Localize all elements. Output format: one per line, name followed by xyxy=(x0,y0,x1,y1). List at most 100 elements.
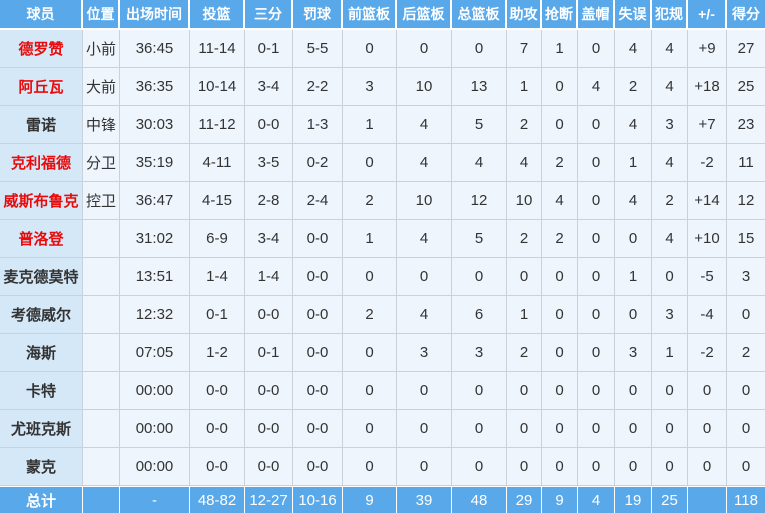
stat-cell-pts: 12 xyxy=(727,182,765,220)
stat-cell-blk: 0 xyxy=(578,220,615,258)
stat-cell-oreb: 1 xyxy=(343,106,397,144)
stat-cell-pf: 0 xyxy=(652,372,688,410)
stat-cell-tov: 0 xyxy=(615,410,652,448)
stat-cell-tov: 0 xyxy=(615,220,652,258)
stat-cell-pf: 4 xyxy=(652,220,688,258)
stat-cell-position xyxy=(83,296,120,334)
stat-cell-minutes: 31:02 xyxy=(120,220,190,258)
player-row: 海斯 07:05 1-2 0-1 0-0 0 3 3 2 0 0 3 1 -2 2 xyxy=(0,334,765,372)
total-cell-ft: 10-16 xyxy=(293,486,343,513)
stat-cell-ast: 0 xyxy=(507,258,542,296)
stat-cell-fg: 1-2 xyxy=(190,334,245,372)
player-name-cell: 蒙克 xyxy=(0,448,83,486)
stat-cell-pts: 23 xyxy=(727,106,765,144)
column-header-blk: 盖帽 xyxy=(578,0,615,30)
total-cell-minutes: - xyxy=(120,486,190,513)
stat-cell-pts: 2 xyxy=(727,334,765,372)
stat-cell-stl: 2 xyxy=(542,220,578,258)
stat-cell-dreb: 0 xyxy=(397,372,452,410)
column-header-fg: 投篮 xyxy=(190,0,245,30)
stat-cell-position xyxy=(83,334,120,372)
stat-cell-ast: 2 xyxy=(507,334,542,372)
column-header-pf: 犯规 xyxy=(652,0,688,30)
stat-cell-pm: 0 xyxy=(688,372,727,410)
stat-cell-ast: 0 xyxy=(507,372,542,410)
stat-cell-treb: 0 xyxy=(452,448,507,486)
stat-cell-tov: 1 xyxy=(615,258,652,296)
player-row: 麦克德莫特 13:51 1-4 1-4 0-0 0 0 0 0 0 0 1 0 -5 3 xyxy=(0,258,765,296)
column-header-ast: 助攻 xyxy=(507,0,542,30)
stat-cell-blk: 4 xyxy=(578,68,615,106)
stat-cell-treb: 3 xyxy=(452,334,507,372)
stat-cell-pts: 0 xyxy=(727,372,765,410)
stat-cell-stl: 1 xyxy=(542,30,578,68)
stat-cell-three: 0-1 xyxy=(245,334,293,372)
stat-cell-ft: 0-0 xyxy=(293,258,343,296)
player-name-cell: 德罗赞 xyxy=(0,30,83,68)
total-cell-stl: 9 xyxy=(542,486,578,513)
stat-cell-ft: 2-4 xyxy=(293,182,343,220)
stat-cell-dreb: 0 xyxy=(397,258,452,296)
stat-cell-stl: 0 xyxy=(542,334,578,372)
stat-cell-fg: 11-14 xyxy=(190,30,245,68)
stat-cell-treb: 0 xyxy=(452,258,507,296)
stat-cell-pf: 0 xyxy=(652,410,688,448)
total-cell-dreb: 39 xyxy=(397,486,452,513)
stat-cell-ast: 1 xyxy=(507,68,542,106)
stat-cell-blk: 0 xyxy=(578,30,615,68)
column-header-minutes: 出场时间 xyxy=(120,0,190,30)
stat-cell-ast: 7 xyxy=(507,30,542,68)
stat-cell-three: 0-0 xyxy=(245,296,293,334)
column-header-ft: 罚球 xyxy=(293,0,343,30)
stat-cell-ast: 10 xyxy=(507,182,542,220)
player-row: 威斯布鲁克 控卫 36:47 4-15 2-8 2-4 2 10 12 10 4 0 4 2 +14 12 xyxy=(0,182,765,220)
stat-cell-treb: 5 xyxy=(452,106,507,144)
stat-cell-oreb: 0 xyxy=(343,448,397,486)
stat-cell-stl: 0 xyxy=(542,68,578,106)
player-name-cell: 考德威尔 xyxy=(0,296,83,334)
stat-cell-pm: +9 xyxy=(688,30,727,68)
total-cell-fg: 48-82 xyxy=(190,486,245,513)
stat-cell-minutes: 13:51 xyxy=(120,258,190,296)
player-row: 克利福德 分卫 35:19 4-11 3-5 0-2 0 4 4 4 2 0 1 4 -2 11 xyxy=(0,144,765,182)
stat-cell-stl: 4 xyxy=(542,182,578,220)
stat-cell-position: 大前 xyxy=(83,68,120,106)
stat-cell-minutes: 36:35 xyxy=(120,68,190,106)
stat-cell-pts: 15 xyxy=(727,220,765,258)
stat-cell-tov: 0 xyxy=(615,372,652,410)
stat-cell-three: 1-4 xyxy=(245,258,293,296)
stat-cell-three: 3-4 xyxy=(245,220,293,258)
stat-cell-dreb: 3 xyxy=(397,334,452,372)
stat-cell-pm: -2 xyxy=(688,334,727,372)
stat-cell-three: 0-0 xyxy=(245,372,293,410)
total-cell-tov: 19 xyxy=(615,486,652,513)
player-row: 普洛登 31:02 6-9 3-4 0-0 1 4 5 2 2 0 0 4 +10 15 xyxy=(0,220,765,258)
stat-cell-pf: 4 xyxy=(652,68,688,106)
stat-cell-oreb: 2 xyxy=(343,296,397,334)
stat-cell-dreb: 4 xyxy=(397,144,452,182)
stat-cell-oreb: 1 xyxy=(343,220,397,258)
column-header-player: 球员 xyxy=(0,0,83,30)
stat-cell-stl: 0 xyxy=(542,258,578,296)
stat-cell-pts: 27 xyxy=(727,30,765,68)
stat-cell-treb: 5 xyxy=(452,220,507,258)
column-header-tov: 失误 xyxy=(615,0,652,30)
stat-cell-pf: 4 xyxy=(652,30,688,68)
total-cell-ast: 29 xyxy=(507,486,542,513)
stat-cell-pm: +18 xyxy=(688,68,727,106)
stat-cell-ft: 0-2 xyxy=(293,144,343,182)
stat-cell-stl: 0 xyxy=(542,296,578,334)
stat-cell-pm: -4 xyxy=(688,296,727,334)
stat-cell-blk: 0 xyxy=(578,448,615,486)
stat-cell-position xyxy=(83,258,120,296)
total-cell-blk: 4 xyxy=(578,486,615,513)
player-row: 卡特 00:00 0-0 0-0 0-0 0 0 0 0 0 0 0 0 0 0 xyxy=(0,372,765,410)
stat-cell-pts: 11 xyxy=(727,144,765,182)
total-label-cell: 总计 xyxy=(0,486,83,513)
stat-cell-treb: 0 xyxy=(452,410,507,448)
stat-cell-dreb: 10 xyxy=(397,68,452,106)
stat-cell-three: 3-4 xyxy=(245,68,293,106)
stat-cell-ast: 0 xyxy=(507,448,542,486)
